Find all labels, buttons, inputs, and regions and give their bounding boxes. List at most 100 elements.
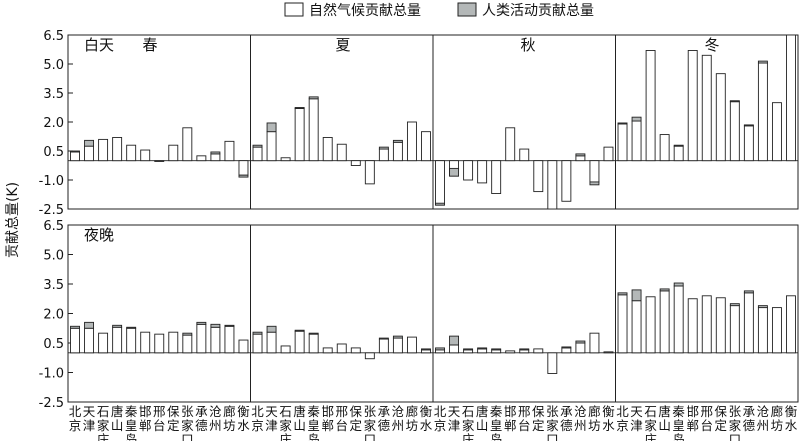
bar-human [575, 153, 586, 157]
city-label-0-10-0: 沧 [209, 404, 222, 419]
bar-human [743, 290, 754, 294]
bar-natural [224, 325, 235, 354]
city-label-3-8-2: 口 [729, 432, 742, 441]
city-label-2-2-2: 庄 [462, 432, 475, 441]
city-label-1-10-0: 沧 [392, 404, 405, 419]
city-label-2-3-1: 山 [476, 418, 489, 433]
bar-natural [687, 298, 698, 354]
bar-human [449, 335, 460, 346]
bar-natural [84, 145, 95, 162]
bar-human [561, 346, 572, 349]
city-label-2-12-0: 衡 [602, 404, 615, 419]
y-tick-label-0-3: 2.0 [43, 116, 64, 131]
city-label-1-11-1: 坊 [406, 418, 419, 433]
bar-natural [771, 307, 782, 354]
bar-natural [771, 102, 782, 162]
city-label-1-4-1: 皇 [307, 418, 320, 433]
bar-natural [659, 290, 670, 354]
city-label-1-11-0: 廊 [406, 404, 419, 419]
bar-natural [84, 327, 95, 354]
city-label-1-12-1: 水 [420, 418, 433, 433]
bar-natural [168, 144, 179, 162]
city-label-0-1-0: 天 [83, 404, 96, 419]
bar-natural [743, 292, 754, 354]
city-label-3-0-0: 北 [616, 404, 629, 419]
bar-natural [631, 300, 642, 354]
city-label-2-2-0: 石 [462, 404, 475, 419]
y-axis-title: 贡献总量(K) [5, 182, 21, 258]
city-label-2-4-2: 岛 [490, 432, 503, 441]
city-label-0-1-1: 津 [83, 418, 96, 433]
city-label-1-5-0: 邯 [321, 404, 334, 419]
bar-natural [491, 160, 502, 194]
panel-label-1: 夜晚 [84, 226, 114, 244]
bar-natural [210, 326, 221, 354]
bar-natural [701, 295, 712, 354]
bar-human [617, 122, 628, 125]
bar-human [266, 325, 277, 333]
city-label-3-1-0: 天 [630, 404, 643, 419]
city-label-0-3-1: 山 [111, 418, 124, 433]
city-label-2-3-0: 唐 [476, 404, 489, 419]
city-label-3-2-1: 家 [644, 418, 657, 433]
bar-natural [519, 148, 530, 162]
city-label-0-10-1: 州 [209, 418, 222, 433]
y-tick-label-0-4: 0.5 [43, 145, 64, 160]
bar-natural [126, 327, 137, 354]
bar-natural [98, 138, 109, 162]
city-label-2-6-1: 台 [518, 418, 531, 433]
legend-swatch-1 [457, 2, 477, 17]
city-label-2-11-1: 坊 [588, 418, 601, 433]
city-label-3-9-0: 承 [743, 404, 756, 419]
legend-label-1: 人类活动贡献总量 [482, 3, 594, 19]
bar-natural [378, 338, 389, 354]
city-label-1-2-2: 庄 [279, 432, 292, 441]
bar-natural [350, 347, 361, 354]
city-label-0-8-2: 口 [181, 432, 194, 441]
city-label-1-3-1: 山 [293, 418, 306, 433]
city-label-2-1-1: 津 [448, 418, 461, 433]
bar-natural [210, 153, 221, 162]
city-label-0-2-1: 家 [97, 418, 110, 433]
city-label-2-6-0: 邢 [518, 404, 531, 419]
city-label-0-4-2: 岛 [125, 432, 138, 441]
city-label-2-12-1: 水 [602, 418, 615, 433]
bar-natural [70, 151, 80, 162]
bar-human [729, 303, 740, 307]
city-label-1-1-1: 津 [265, 418, 278, 433]
bar-natural [435, 160, 445, 206]
city-label-2-1-0: 天 [448, 404, 461, 419]
bar-natural [252, 333, 263, 354]
city-label-3-3-1: 山 [658, 418, 671, 433]
bar-natural [154, 333, 165, 354]
city-label-2-0-1: 京 [434, 418, 447, 433]
city-label-3-8-1: 家 [729, 418, 742, 433]
bar-natural [266, 331, 277, 354]
city-label-3-11-0: 廊 [771, 404, 784, 419]
bar-natural [196, 155, 207, 162]
bar-natural [673, 285, 684, 354]
bar-natural [617, 123, 628, 162]
bar-natural [505, 350, 516, 354]
bar-natural [687, 50, 698, 162]
bar-human [757, 60, 768, 64]
bar-natural [280, 157, 291, 162]
bar-human [378, 146, 389, 150]
city-label-2-9-1: 德 [560, 418, 573, 433]
city-label-3-5-1: 郸 [686, 418, 699, 433]
bar-natural [406, 336, 417, 354]
y-tick-label-1-5: -1.0 [39, 367, 64, 382]
bar-human [617, 292, 628, 296]
bar-human [84, 139, 95, 147]
city-label-2-4-0: 秦 [490, 404, 503, 419]
bar-natural [743, 125, 754, 162]
bar-natural [533, 160, 544, 193]
y-tick-label-0-0: 6.5 [43, 29, 64, 44]
bar-natural [757, 307, 768, 354]
city-label-3-12-1: 水 [785, 418, 798, 433]
city-label-3-10-0: 沧 [757, 404, 770, 419]
bar-natural [547, 352, 558, 374]
city-label-0-6-0: 邢 [153, 404, 166, 419]
city-label-3-2-0: 石 [644, 404, 657, 419]
